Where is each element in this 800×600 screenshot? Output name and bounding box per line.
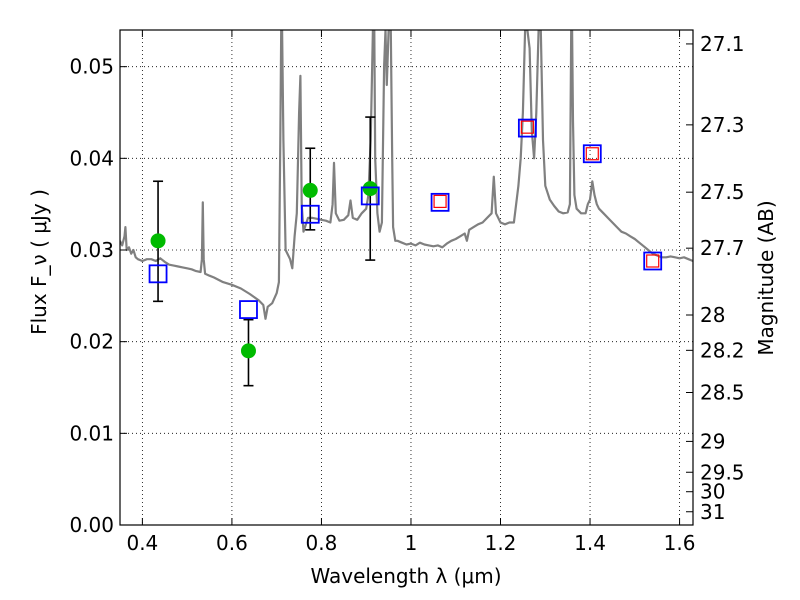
red-square-point [520,120,534,134]
y-axis-title: Flux F_ν ( μJy ) [27,189,51,335]
x-tick-label: 1 [405,531,418,555]
right-tick-label: 31 [700,500,725,524]
green-circle-point [302,182,318,198]
right-tick-label: 27.5 [700,180,745,204]
spectrum-series [120,30,693,320]
x-tick-label: 1.2 [485,531,517,555]
green-circle-point [240,343,256,359]
right-tick-label: 29 [700,429,725,453]
blue-square-point [517,118,537,138]
x-tick-label: 1.4 [574,531,606,555]
y-tick-label: 0.00 [69,513,114,537]
blue-square-point [582,144,602,164]
right-tick-label: 28 [700,303,725,327]
blue-square-point [239,300,258,319]
spectrum-line [120,30,693,320]
y-tick-label: 0.01 [69,421,114,445]
y-tick-label: 0.03 [69,238,114,262]
blue-square-point [430,192,450,212]
y-tick-label: 0.04 [69,146,114,170]
y-tick-label: 0.02 [69,330,114,354]
x-axis-title: Wavelength λ (μm) [310,564,501,588]
green-circle-point [362,181,378,197]
right-tick-label: 29.5 [700,460,745,484]
red-square-point [433,194,447,209]
right-tick-label: 27.1 [700,32,745,56]
x-axis-ticks: 0.4 0.6 0.8 1 1.2 1.4 1.6 [126,30,695,555]
right-tick-label: 28.2 [700,338,745,362]
right-tick-label: 27.7 [700,236,745,260]
x-tick-label: 0.6 [216,531,248,555]
plot-frame [119,29,694,526]
green-circle-point [150,233,166,249]
blue-square-point [148,264,168,284]
right-tick-label: 28.5 [700,381,745,405]
y-tick-label: 0.05 [69,55,114,79]
blue-square-point [300,204,320,224]
blue-square-point [643,251,663,271]
green-circle-series [150,181,378,359]
grid-lines [120,30,693,526]
right-tick-label: 30 [700,480,725,504]
blue-square-point [360,186,380,206]
red-square-point [585,147,599,161]
red-square-point [646,254,660,268]
x-tick-label: 1.6 [664,531,696,555]
y-axis-ticks: 0.00 0.01 0.02 0.03 0.04 0.05 [69,55,127,537]
right-tick-label: 27.3 [700,113,745,137]
x-tick-label: 0.8 [306,531,338,555]
x-tick-label: 0.4 [126,531,158,555]
errorbar-series [153,116,376,387]
right-axis-title: Magnitude (AB) [754,200,778,355]
square-marker-series [148,118,663,319]
